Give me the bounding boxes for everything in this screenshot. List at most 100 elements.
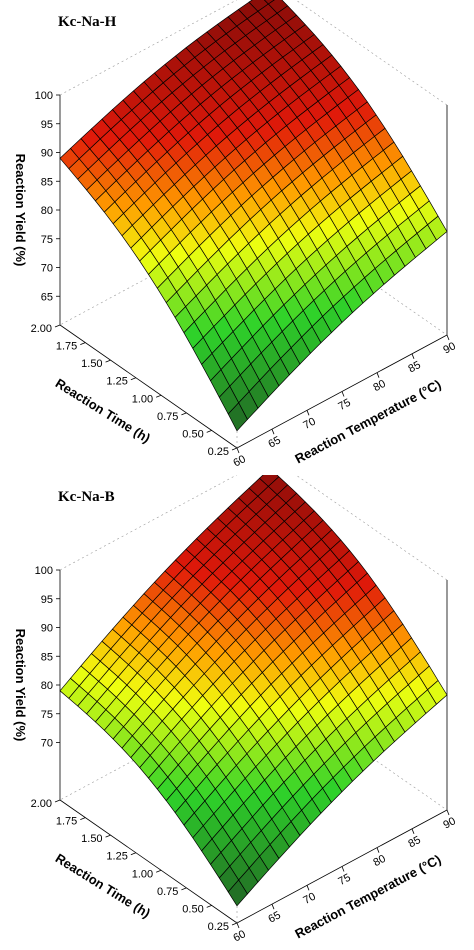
x-tick [271,429,275,435]
y-ticks: 0.25 0.50 0.75 1.00 1.25 1.50 1.75 2.00 [31,798,238,933]
y-tick-label: 1.25 [106,376,127,388]
chart-panel-kc-na-b: Kc-Na-B 70 75 80 85 90 95 100 0.25 0.50 0.75 1.00 1… [0,475,474,950]
z-tick-label: 90 [41,148,53,160]
x-tick [411,828,415,834]
x-tick-label: 60 [231,453,247,469]
surface-plot: 70 75 80 85 90 95 100 0.25 0.50 0.75 1.00 1.25 1.50 1… [13,475,458,945]
z-ticks: 70 75 80 85 90 95 100 [35,565,60,750]
x-tick-label: 65 [266,909,282,925]
y-tick-label: 0.75 [157,886,178,898]
z-tick-label: 100 [35,565,53,577]
x-tick-label: 75 [336,872,352,888]
back-edge [295,475,448,581]
z-tick-label: 75 [41,709,53,721]
x-tick [376,372,380,378]
surface [59,475,448,907]
y-tick-label: 1.50 [81,833,102,845]
x-tick [236,922,240,929]
z-tick-label: 70 [41,263,53,275]
y-tick [105,359,111,363]
x-tick-label: 65 [266,434,282,450]
z-tick-label: 80 [41,680,53,692]
x-tick [236,447,240,454]
x-tick-label: 75 [336,397,352,413]
z-ticks: 65 70 75 80 85 90 95 100 [35,90,60,303]
z-tick-label: 90 [41,623,53,635]
x-tick-label: 90 [441,815,457,831]
y-tick [155,394,162,398]
surface-patch [263,0,275,5]
y-tick-label: 0.50 [182,903,203,915]
x-tick-label: 80 [371,853,387,869]
y-tick-label: 1.75 [56,816,77,828]
z-tick-label: 95 [41,594,53,606]
x-tick-label: 90 [441,340,457,356]
x-tick [271,904,275,910]
z-tick-label: 80 [41,205,53,217]
y-tick-label: 1.50 [81,358,102,370]
surface [59,0,448,432]
chart-title: Kc-Na-B [58,489,115,505]
y-ticks: 0.25 0.50 0.75 1.00 1.25 1.50 1.75 2.00 [31,323,238,458]
y-tick [181,887,187,891]
chart-title: Kc-Na-H [58,14,117,30]
x-tick [341,866,345,872]
x-ticks: 60 65 70 75 80 85 90 [231,334,458,470]
surface-plot: 65 70 75 80 85 90 95 100 0.25 0.50 0.75 1.00 1.25 1.5… [13,0,458,470]
y-tick-label: 0.75 [157,411,178,423]
y-tick [54,324,61,328]
z-tick-label: 95 [41,119,53,131]
z-tick-label: 85 [41,176,53,188]
x-tick-label: 60 [231,928,247,944]
y-tick [231,447,238,451]
y-tick [181,412,187,416]
y-tick-label: 1.75 [56,341,77,353]
x-tick [341,391,345,397]
back-edge [295,0,448,106]
y-tick [80,817,86,820]
y-tick [231,922,238,926]
y-tick-label: 0.25 [208,921,229,933]
y-tick [105,834,111,838]
y-axis-line [59,799,238,924]
z-tick-label: 70 [41,738,53,750]
y-tick [130,377,137,381]
x-tick [376,847,380,853]
x-tick [411,353,415,359]
y-tick-label: 1.00 [132,868,153,880]
z-tick-label: 85 [41,651,53,663]
y-tick [206,430,212,433]
z-axis-label: Reaction Yield (%) [13,629,28,742]
y-tick [155,869,162,873]
y-tick [54,799,61,803]
x-tick-label: 70 [301,891,317,907]
x-tick-label: 85 [406,834,422,850]
y-tick [206,905,212,908]
x-tick [306,885,310,891]
y-tick-label: 2.00 [31,798,52,810]
x-ticks: 60 65 70 75 80 85 90 [231,809,458,945]
y-axis-line [59,324,238,449]
x-tick-label: 70 [301,416,317,432]
z-tick-label: 65 [41,291,53,303]
z-tick-label: 75 [41,234,53,246]
y-tick [80,342,86,345]
surface-patch [427,215,448,241]
x-tick-label: 85 [406,359,422,375]
x-tick [446,334,450,341]
y-tick [130,852,137,856]
y-axis-label: Reaction Time (h) [53,375,153,445]
y-tick-label: 2.00 [31,323,52,335]
y-tick-label: 1.25 [106,851,127,863]
x-tick [446,809,450,816]
x-tick-label: 80 [371,378,387,394]
y-tick-label: 0.25 [208,446,229,458]
y-tick-label: 1.00 [132,393,153,405]
z-axis-label: Reaction Yield (%) [13,154,28,267]
chart-panel-kc-na-h: Kc-Na-H 65 70 75 80 85 90 95 100 0.25 0.50 0.75 1.0… [13,0,458,470]
y-axis-label: Reaction Time (h) [53,850,153,920]
z-tick-label: 100 [35,90,53,102]
x-tick [306,410,310,416]
y-tick-label: 0.50 [182,428,203,440]
surface-patch [427,680,448,705]
